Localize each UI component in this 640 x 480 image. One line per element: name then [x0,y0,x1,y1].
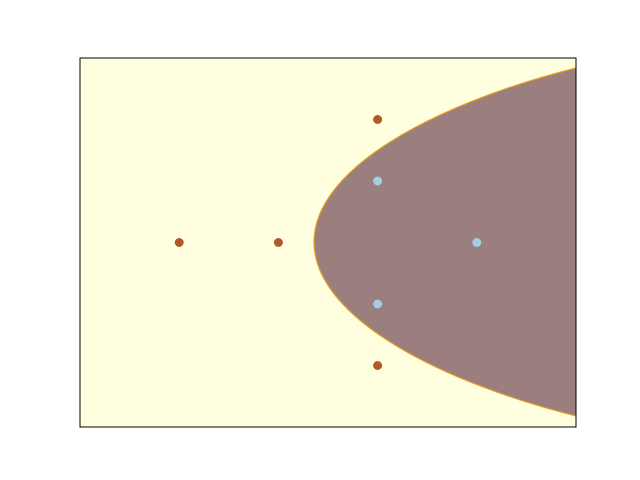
decision-region [313,67,576,417]
point [373,176,383,186]
point [373,115,383,124]
point [273,238,283,247]
axes-frame [79,57,577,428]
point [373,361,383,370]
point [472,238,482,247]
points [174,115,482,370]
point [373,299,383,309]
point [174,238,184,247]
